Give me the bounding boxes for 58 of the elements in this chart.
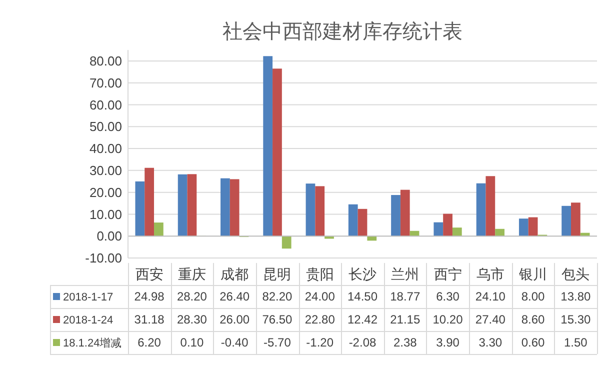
data-label: 28.30 — [176, 312, 208, 327]
data-label: 3.90 — [436, 336, 460, 350]
data-label: 24.00 — [304, 290, 336, 304]
y-tick-label: 60.00 — [89, 97, 122, 112]
data-label: -1.20 — [306, 336, 334, 350]
x-tick-label: 乌市 — [476, 266, 504, 282]
data-label: -5.70 — [264, 336, 292, 350]
data-label: 0.60 — [521, 336, 546, 350]
data-label: 82.20 — [262, 290, 293, 304]
y-tick-label: 10.00 — [89, 206, 122, 222]
legend-label: 2018-1-24 — [63, 314, 114, 326]
x-tick-label: 银川 — [518, 266, 548, 282]
x-tick-label: 贵阳 — [306, 266, 334, 282]
x-tick-label: 兰州 — [391, 266, 420, 282]
legend-label: 2018-1-17 — [63, 291, 114, 304]
data-label: 24.10 — [475, 290, 506, 304]
data-label: 24.98 — [134, 290, 165, 304]
data-label: 26.40 — [220, 290, 250, 304]
y-tick-label: 0.00 — [96, 228, 122, 244]
data-label: 76.50 — [262, 312, 293, 327]
x-tick-label: 重庆 — [178, 266, 206, 282]
x-tick-label: 成都 — [220, 266, 249, 282]
data-label: 18.77 — [390, 290, 420, 304]
y-tick-label: 30.00 — [89, 162, 122, 178]
data-label: 8.60 — [521, 312, 546, 327]
data-label: 12.42 — [347, 312, 378, 327]
data-label: 21.15 — [390, 312, 420, 327]
data-label: -2.08 — [348, 336, 376, 350]
data-label: -0.40 — [220, 336, 249, 350]
y-tick-label: 70.00 — [89, 75, 122, 90]
y-tick-label: 50.00 — [89, 119, 122, 134]
x-tick-label: 昆明 — [263, 266, 292, 282]
data-label: 6.30 — [436, 290, 460, 304]
data-label: 6.20 — [138, 336, 162, 350]
data-label: 27.40 — [475, 312, 506, 327]
data-label: 22.80 — [304, 312, 336, 327]
data-label: 2.38 — [393, 336, 418, 350]
y-tick-label: 80.00 — [89, 53, 122, 68]
chart-title: 社会中西部建材库存统计表 — [222, 21, 462, 43]
data-label: 14.50 — [347, 290, 378, 304]
data-label: 1.50 — [564, 336, 588, 350]
x-tick-label: 西宁 — [434, 266, 462, 282]
data-label: 3.30 — [478, 336, 502, 350]
data-label: 13.80 — [560, 290, 592, 304]
x-tick-label: 长沙 — [348, 266, 376, 282]
data-label: 28.20 — [176, 290, 208, 304]
data-label: 31.18 — [134, 312, 165, 327]
legend-label: 18.1.24增减 — [63, 336, 122, 350]
data-label: 26.00 — [220, 312, 250, 327]
y-tick-label: 40.00 — [89, 141, 122, 156]
x-tick-label: 西安 — [135, 266, 164, 282]
data-label: 8.00 — [521, 290, 546, 304]
data-label: 10.20 — [432, 312, 464, 327]
x-tick-label: 包头 — [562, 266, 590, 282]
y-tick-label: -10.00 — [85, 250, 122, 266]
data-label: 15.30 — [560, 312, 592, 327]
data-label: 0.10 — [180, 336, 204, 350]
y-tick-label: 20.00 — [89, 184, 122, 200]
